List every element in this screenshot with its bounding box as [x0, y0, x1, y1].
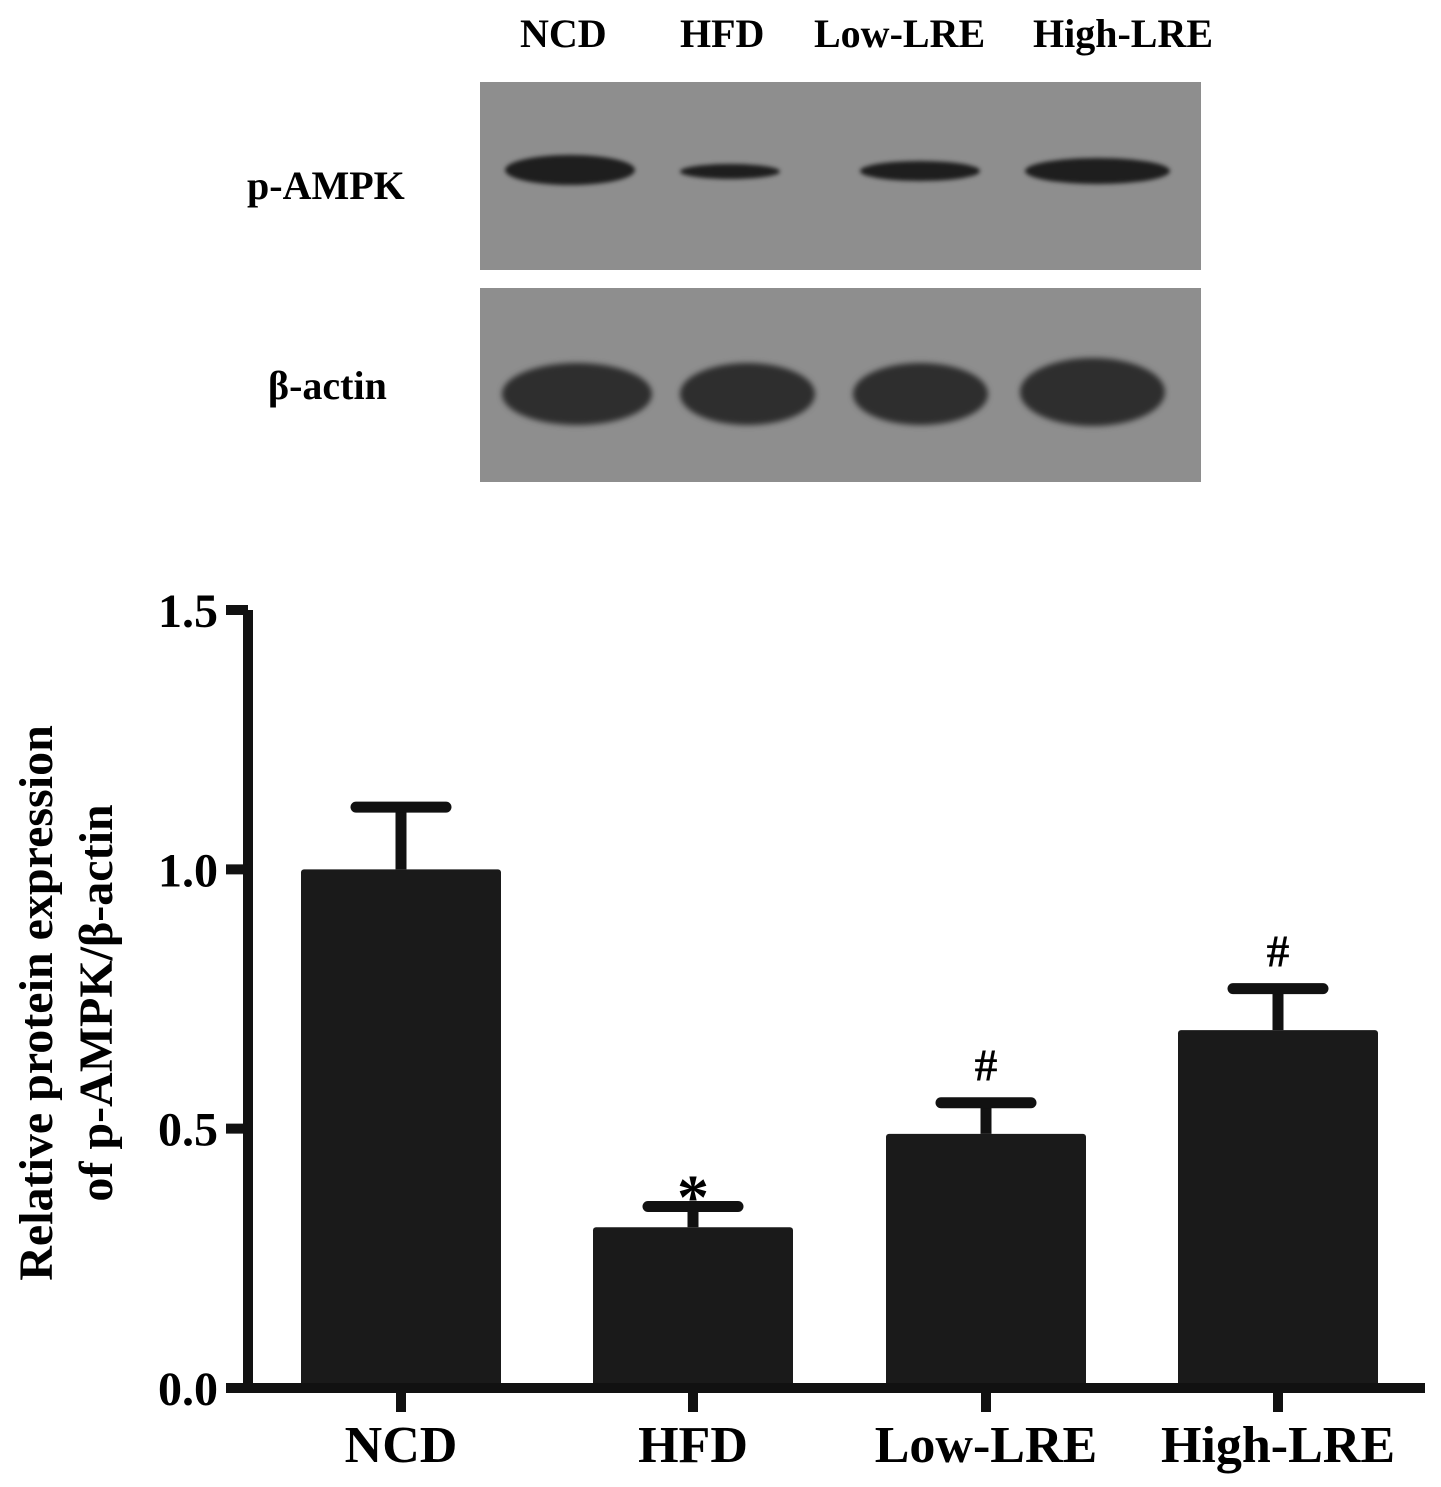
significance-marker: #: [975, 1040, 998, 1091]
bar: [1178, 1030, 1378, 1388]
bar: [886, 1133, 1086, 1388]
band-beta-actin-high-lre: [1020, 358, 1165, 426]
significance-marker: #: [1267, 926, 1290, 977]
y-tick-label: 1.5: [158, 585, 218, 638]
band-p-ampk-high-lre: [1025, 158, 1170, 184]
blot-image-p-ampk: [480, 82, 1201, 270]
band-beta-actin-ncd: [502, 363, 652, 425]
y-tick-label: 1.0: [158, 844, 218, 897]
y-axis-label-line2: of p-AMPK/β-actin: [70, 804, 123, 1201]
bar: [301, 869, 501, 1388]
x-tick-label: HFD: [638, 1417, 748, 1474]
y-tick-label: 0.0: [158, 1363, 218, 1416]
band-beta-actin-low-lre: [853, 363, 988, 425]
y-axis-label-line1: Relative protein expression: [10, 725, 63, 1281]
x-tick-label: NCD: [345, 1417, 458, 1474]
blot-image-beta-actin: [480, 288, 1201, 482]
band-p-ampk-ncd: [505, 155, 635, 185]
lane-label-low-lre: Low-LRE: [814, 11, 986, 56]
band-p-ampk-hfd: [680, 164, 780, 179]
lane-label-high-lre: High-LRE: [1033, 11, 1214, 56]
row-label-p-ampk: p-AMPK: [247, 163, 405, 208]
lane-label-ncd: NCD: [520, 11, 607, 56]
x-tick-label: Low-LRE: [875, 1417, 1097, 1474]
band-beta-actin-hfd: [680, 363, 815, 425]
lane-label-hfd: HFD: [680, 11, 765, 56]
y-axis-label: Relative protein expression of p-AMPK/β-…: [10, 725, 123, 1281]
row-label-beta-actin: β-actin: [268, 363, 387, 408]
significance-marker: *: [677, 1161, 709, 1232]
x-tick-label: High-LRE: [1161, 1417, 1395, 1474]
y-tick-label: 0.5: [158, 1104, 218, 1157]
band-p-ampk-low-lre: [860, 161, 980, 181]
bar: [593, 1227, 793, 1388]
